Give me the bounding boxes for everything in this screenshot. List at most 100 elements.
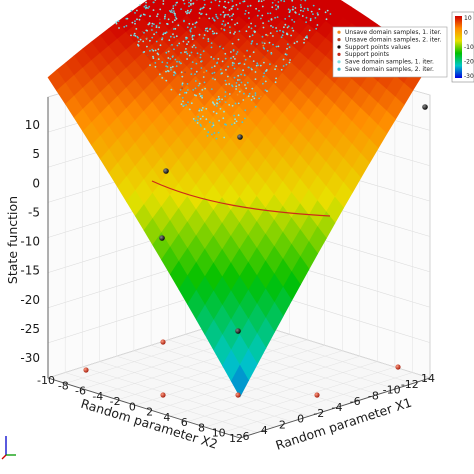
save-sample-point	[267, 12, 269, 15]
save-sample-point	[316, 12, 319, 15]
unsave-sample-point	[220, 27, 223, 30]
save-sample-point	[315, 27, 318, 30]
save-sample-point	[261, 5, 264, 8]
save-sample-point	[142, 13, 145, 16]
unsave-sample-point	[189, 33, 192, 36]
unsave-sample-point	[158, 18, 161, 21]
save-sample-point	[167, 18, 170, 21]
save-sample-point	[314, 17, 317, 19]
save-sample-point	[117, 20, 120, 23]
save-sample-point	[200, 109, 203, 112]
save-sample-point	[231, 18, 233, 21]
save-sample-point	[192, 89, 195, 91]
save-sample-point	[224, 52, 227, 55]
save-sample-point	[190, 0, 192, 2]
save-sample-point	[170, 69, 172, 71]
save-sample-point	[138, 4, 141, 6]
colorbar-tick-label: 0	[464, 30, 468, 37]
save-sample-point	[152, 9, 155, 12]
save-sample-point	[217, 58, 220, 60]
save-sample-point	[174, 16, 177, 19]
save-sample-point	[228, 15, 231, 18]
save-sample-point	[229, 26, 231, 28]
save-sample-point	[300, 6, 302, 8]
save-sample-point	[195, 62, 198, 65]
save-sample-point	[329, 13, 332, 15]
save-sample-point	[227, 65, 230, 68]
save-sample-point	[291, 8, 294, 11]
save-sample-point	[134, 20, 136, 22]
save-sample-point	[236, 22, 239, 24]
z-tick-label: -20	[20, 293, 40, 307]
save-sample-point	[154, 62, 157, 64]
save-sample-point	[152, 57, 155, 60]
save-sample-point	[231, 0, 234, 2]
save-sample-point	[224, 23, 227, 26]
x1-tick-label: -4	[332, 401, 343, 414]
save-sample-point	[228, 104, 231, 106]
save-sample-point	[271, 6, 274, 9]
save-sample-point	[232, 55, 235, 58]
save-sample-point	[182, 0, 185, 2]
save-sample-point	[242, 69, 245, 72]
save-sample-point	[277, 45, 280, 48]
save-sample-point	[215, 105, 218, 107]
save-sample-point	[285, 63, 288, 66]
save-sample-point	[203, 34, 206, 36]
colorbar-tick-label: -30	[464, 73, 474, 80]
unsave-sample-point	[145, 36, 148, 39]
save-sample-point	[204, 29, 207, 32]
save-sample-point	[195, 21, 198, 24]
save-sample-point	[213, 71, 216, 74]
unsave-sample-point	[184, 71, 186, 74]
save-sample-point	[176, 1, 179, 4]
save-sample-point	[134, 35, 137, 37]
save-sample-point	[133, 34, 135, 37]
save-sample-point	[186, 26, 189, 29]
save-sample-point	[145, 29, 148, 32]
save-sample-point	[262, 75, 265, 78]
save-sample-point	[266, 49, 269, 52]
save-sample-point	[231, 85, 234, 88]
legend-marker	[337, 60, 341, 64]
save-sample-point	[299, 4, 302, 6]
save-sample-point	[277, 5, 279, 8]
save-sample-point	[228, 83, 231, 85]
save-sample-point	[180, 51, 182, 54]
save-sample-point	[181, 82, 184, 85]
save-sample-point	[191, 38, 194, 41]
save-sample-point	[167, 57, 170, 59]
save-sample-point	[275, 27, 277, 29]
save-sample-point	[275, 77, 277, 80]
save-sample-point	[263, 47, 266, 50]
save-sample-point	[292, 29, 295, 32]
x1-tick-label: -2	[313, 407, 324, 420]
save-sample-point	[195, 70, 198, 73]
surface-patch	[230, 364, 249, 398]
save-sample-point	[194, 119, 197, 122]
save-sample-point	[202, 76, 205, 78]
save-sample-point	[305, 16, 308, 19]
save-sample-point	[164, 14, 167, 16]
x2-axis-line	[47, 377, 241, 439]
save-sample-point	[188, 22, 191, 25]
save-sample-point	[137, 40, 140, 43]
save-sample-point	[236, 51, 239, 53]
x2-tick-label: 6	[181, 416, 188, 429]
save-sample-point	[255, 7, 257, 10]
save-sample-point	[186, 43, 188, 46]
save-sample-point	[238, 30, 241, 33]
limit-state-curve	[151, 180, 331, 217]
save-sample-point	[215, 32, 218, 35]
save-sample-point	[187, 101, 189, 104]
save-sample-point	[251, 40, 253, 43]
save-sample-point	[309, 17, 312, 20]
save-sample-point	[200, 67, 203, 69]
save-sample-point	[171, 11, 174, 14]
save-sample-point	[201, 96, 204, 99]
save-sample-point	[140, 14, 143, 17]
save-sample-point	[165, 70, 167, 73]
unsave-sample-point	[262, 44, 265, 47]
save-sample-point	[158, 73, 161, 76]
save-sample-point	[203, 3, 206, 6]
